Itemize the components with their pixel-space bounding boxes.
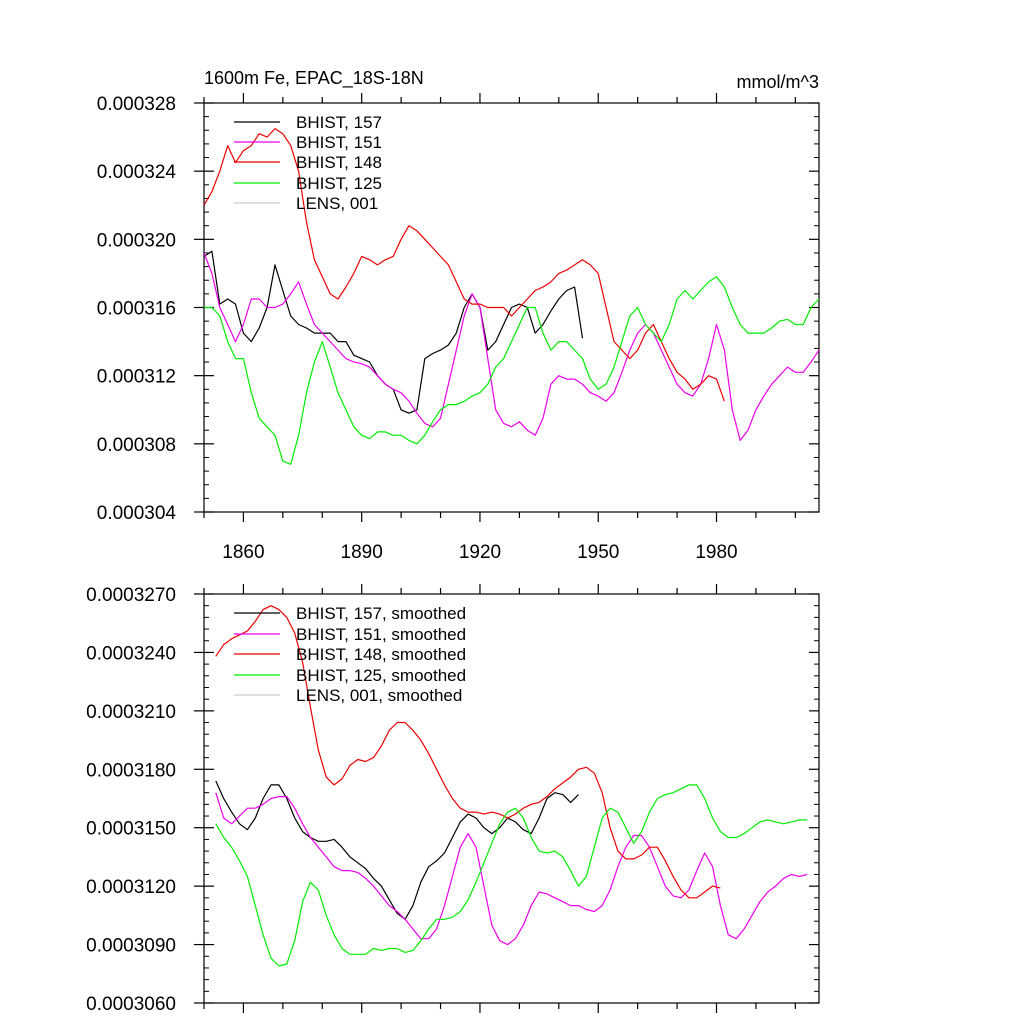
chart-title: 1600m Fe, EPAC_18S-18N	[204, 68, 424, 89]
top-axis-ticks: 0.000304 0.000308 0.000312 0.000316 0.000320…	[97, 93, 819, 563]
bottom-plot-frame	[203, 593, 820, 1004]
y-tick-label: 0.0003150	[86, 819, 176, 840]
legend-label: BHIST, 148, smoothed	[296, 645, 466, 664]
y-tick-label: 0.000328	[97, 94, 176, 115]
y-tick-label: 0.0003270	[86, 585, 176, 606]
bottom-legend: BHIST, 157, smoothed BHIST, 151, smoothe…	[234, 604, 466, 705]
units-label: mmol/m^3	[737, 72, 819, 92]
y-tick-label: 0.0003060	[86, 994, 176, 1015]
y-tick-label: 0.0003180	[86, 760, 176, 781]
y-tick-label: 0.000320	[97, 230, 176, 251]
legend-label: LENS, 001	[296, 194, 378, 213]
x-tick-label: 1890	[341, 542, 383, 563]
y-tick-label: 0.0003240	[86, 643, 176, 664]
series-line-0-1	[203, 252, 820, 441]
x-tick-label: 1950	[577, 542, 619, 563]
legend-label: BHIST, 148	[296, 153, 382, 172]
top-series-lines	[203, 128, 820, 465]
series-line-1-0	[215, 780, 579, 920]
legend-label: BHIST, 151	[296, 133, 382, 152]
legend-label: LENS, 001, smoothed	[296, 686, 462, 705]
y-tick-label: 0.0003090	[86, 936, 176, 957]
legend-label: BHIST, 157, smoothed	[296, 604, 466, 623]
top-legend: BHIST, 157 BHIST, 151 BHIST, 148 BHIST, …	[234, 113, 382, 213]
bottom-axis-ticks: 0.0003060 0.0003090 0.0003120 0.0003150 0.00…	[86, 584, 819, 1015]
legend-label: BHIST, 125	[296, 174, 382, 193]
legend-label: BHIST, 157	[296, 113, 382, 132]
series-line-1-1	[215, 792, 808, 946]
legend-label: BHIST, 125, smoothed	[296, 666, 466, 685]
y-tick-label: 0.0003120	[86, 877, 176, 898]
y-tick-label: 0.000312	[97, 367, 176, 388]
series-line-1-2	[215, 605, 721, 899]
series-line-0-3	[204, 276, 820, 465]
series-line-1-3	[215, 784, 808, 967]
x-tick-label: 1860	[222, 542, 264, 563]
series-line-0-2	[203, 128, 725, 402]
y-tick-label: 0.000304	[97, 503, 177, 524]
legend-label: BHIST, 151, smoothed	[296, 625, 466, 644]
x-tick-label: 1980	[695, 542, 737, 563]
y-tick-label: 0.000324	[97, 162, 177, 183]
y-tick-label: 0.000316	[97, 299, 176, 320]
bottom-series-lines	[215, 605, 808, 967]
y-tick-label: 0.0003210	[86, 702, 176, 723]
x-tick-label: 1920	[459, 542, 501, 563]
y-tick-label: 0.000308	[97, 435, 176, 456]
